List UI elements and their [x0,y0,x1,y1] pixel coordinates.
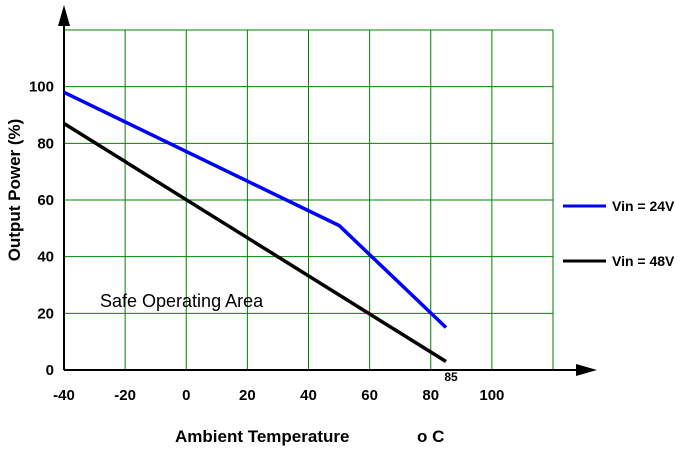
y-tick-label: 0 [46,362,54,379]
y-axis-arrow [58,5,70,26]
series-line-vin-24v [63,90,448,329]
x-tick-label: 40 [300,387,317,404]
legend-label: Vin = 24V [612,198,675,214]
y-ticks: 0 20 40 60 80 100 [29,79,54,379]
x-tick-label: 20 [239,387,256,404]
grid [64,29,554,370]
legend-label: Vin = 48V [612,253,675,269]
y-tick-label: 20 [37,305,54,322]
x-tick-label: 80 [422,387,439,404]
legend: Vin = 24V Vin = 48V [563,198,675,269]
x-tick-label: -20 [114,387,136,404]
series-lines [63,90,448,363]
y-tick-label: 40 [37,249,54,266]
x-axis-arrow [576,364,597,376]
x-tick-label: 100 [479,387,504,404]
axes [58,5,597,376]
x-axis-title: Ambient Temperature [175,427,349,446]
y-axis-title: Output Power (%) [5,119,24,262]
y-tick-label: 80 [37,135,54,152]
series-line-vin-48v [63,122,447,363]
x-axis-unit: o C [417,427,444,446]
x-tick-label: 60 [361,387,378,404]
x-tick-label: -40 [53,387,75,404]
y-tick-label: 100 [29,79,54,96]
x-ticks: -40 -20 0 20 40 60 80 100 [53,387,504,404]
y-tick-label: 60 [37,192,54,209]
safe-area-annotation: Safe Operating Area [100,291,264,311]
extra-x-tick-label: 85 [444,370,458,384]
x-tick-label: 0 [182,387,190,404]
